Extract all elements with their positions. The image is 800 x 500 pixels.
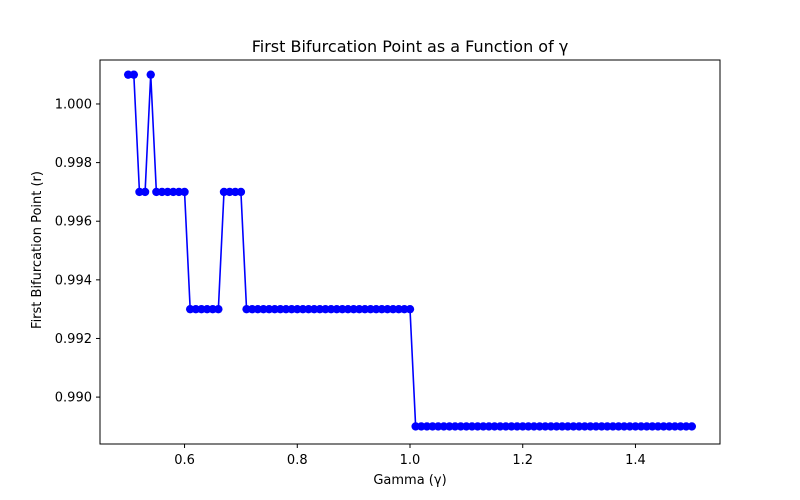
x-tick-label: 1.2	[512, 453, 533, 468]
y-tick-label: 0.996	[55, 215, 92, 230]
data-point	[687, 422, 697, 431]
data-point	[214, 304, 223, 314]
plot-area	[99, 59, 721, 445]
data-point	[236, 187, 246, 197]
y-tick-label: 0.990	[55, 391, 92, 406]
data-point	[180, 187, 189, 197]
data-point	[146, 70, 155, 79]
x-tick-label: 1.4	[625, 453, 646, 468]
x-axis-label: Gamma (γ)	[373, 473, 446, 488]
y-tick-label: 1.000	[55, 97, 92, 112]
y-axis-label: First Bifurcation Point (r)	[30, 171, 45, 329]
plot-frame	[99, 59, 721, 445]
x-tick-label: 1.0	[400, 453, 421, 468]
data-point	[405, 304, 415, 314]
x-tick-label: 0.8	[287, 453, 308, 468]
series-line	[128, 73, 692, 428]
y-tick-label: 0.994	[55, 273, 92, 288]
y-tick-label: 0.998	[55, 156, 92, 171]
y-tick-label: 0.992	[55, 332, 92, 347]
chart-title: First Bifurcation Point as a Function of…	[252, 37, 569, 56]
y-axis: 0.990 0.992 0.994 0.996 0.998 1.000	[55, 97, 100, 406]
data-point	[129, 70, 139, 79]
x-axis: 0.6 0.8 1.0 1.2 1.4	[174, 444, 646, 468]
x-tick-label: 0.6	[174, 453, 195, 468]
data-point	[140, 187, 150, 197]
